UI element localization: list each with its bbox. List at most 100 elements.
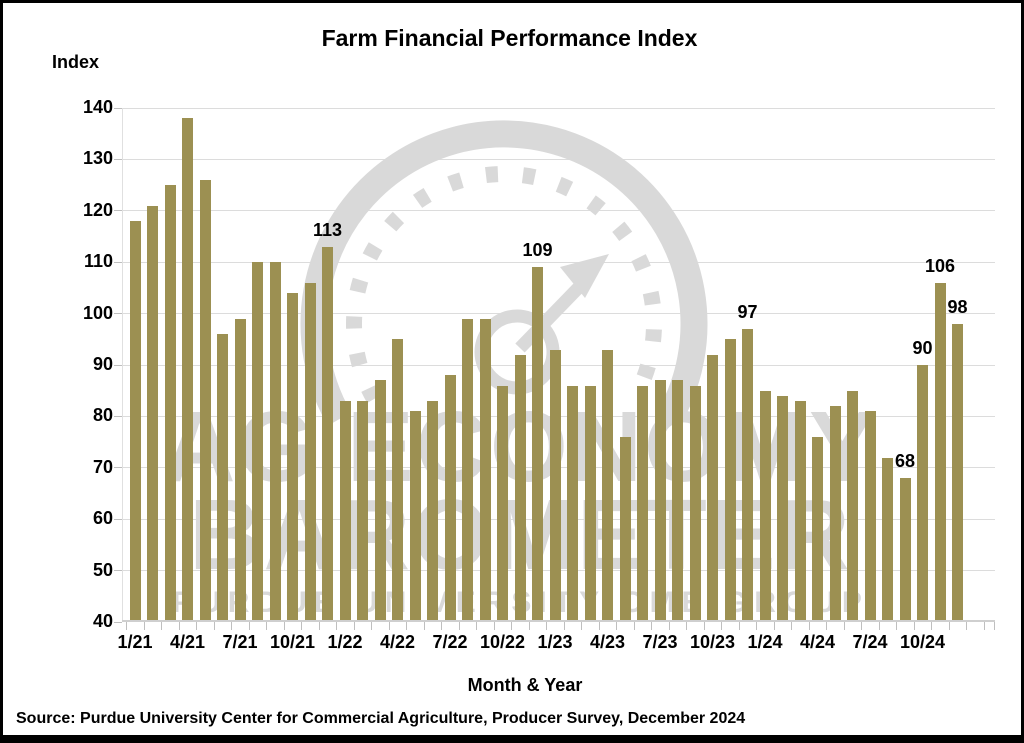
x-tick-label: 1/23 [537,632,573,652]
bar-2/22 [357,400,368,622]
gridline [122,158,995,160]
bar-3/21 [164,185,176,622]
bar-value-label-11/24: 106 [924,255,956,276]
bar-12/21 [322,246,333,622]
x-axis-tick [581,622,582,630]
x-axis-tick [994,622,995,630]
x-tick-label: 10/23 [689,632,736,652]
x-axis-tick [651,622,652,630]
y-tick-label: 70 [92,456,113,477]
x-axis-tick [843,622,845,630]
source-note: Source: Purdue University Center for Com… [16,710,746,727]
bar-10/23 [707,354,718,622]
chart-title: Farm Financial Performance Index [321,25,698,51]
bar-12/22 [532,267,543,622]
x-tick-label: 10/24 [899,632,946,652]
x-axis-tick [441,622,442,630]
x-axis-tick [966,622,967,630]
y-tick-label: 130 [82,148,113,169]
x-axis-tick [756,622,757,630]
x-axis-line [122,620,995,622]
gridline [122,210,995,212]
x-tick-label: 7/21 [222,632,258,652]
x-axis-tick [388,622,390,630]
plot-area: AG ECONOMY BAROMETER PURDUE UNIVERSITY C… [114,107,995,630]
bar-6/23 [637,385,648,622]
x-axis-tick [423,622,425,630]
bar-9/22 [479,318,491,622]
y-axis-tick [114,158,122,160]
x-axis-tick [511,622,512,630]
bar-4/24 [812,436,823,622]
bar-3/24 [794,400,806,622]
y-tick-label: 110 [83,251,113,272]
x-axis-tick [861,622,862,630]
y-tick-label: 80 [92,405,113,426]
y-tick-label: 40 [92,611,113,631]
x-axis-tick [528,622,530,630]
bar-2/24 [777,395,788,622]
bar-11/23 [724,339,736,622]
x-axis-tick [931,622,932,630]
bar-6/21 [217,334,228,622]
y-tick-label: 140 [82,97,113,117]
y-axis-tick [114,364,122,366]
x-axis-tick [826,622,827,630]
y-axis-tick [114,467,122,469]
bar-value-label-12/24: 98 [947,296,968,317]
x-axis-tick [231,622,232,630]
bar-2/23 [567,385,578,622]
x-tick-label: 10/22 [479,632,526,652]
bar-value-label-12/21: 113 [312,219,343,240]
bar-5/22 [409,411,421,622]
x-axis-tick [808,622,810,630]
bar-7/24 [864,411,876,622]
x-axis-tick [668,622,670,630]
x-axis-tick [546,622,547,630]
bar-11/21 [304,282,316,622]
y-axis-tick [114,415,122,417]
y-axis-tick [114,210,122,212]
y-tick-label: 60 [92,508,113,529]
bar-4/21 [182,118,193,622]
bar-2/21 [147,205,158,622]
bar-value-label-12/23: 97 [737,302,758,323]
x-tick-label: 1/24 [747,632,783,652]
x-axis-tick [913,622,915,630]
bar-1/23 [549,349,561,622]
x-axis-title: Month & Year [467,675,583,695]
x-axis-tick [406,622,407,630]
x-tick-label: 4/22 [379,632,416,652]
x-axis-tick [336,622,337,630]
x-axis-tick [738,622,740,630]
x-axis-tick [686,622,687,630]
y-axis-tick [114,107,122,109]
y-axis-title: Index [52,52,100,72]
bar-12/23 [742,329,753,622]
bar-3/23 [584,385,596,622]
x-tick-label: 4/23 [589,632,626,652]
bar-6/24 [847,390,858,622]
x-tick-label: 10/21 [269,632,316,652]
x-axis-tick [178,622,180,630]
x-axis-tick [896,622,897,630]
y-axis-tick [114,313,122,315]
x-tick-label: 4/21 [169,632,206,652]
bar-12/24 [952,323,963,622]
y-axis-line [122,108,123,622]
x-tick-label: 7/24 [852,632,888,652]
bar-1/21 [129,221,141,622]
y-axis-tick [114,570,122,572]
bar-3/22 [374,380,386,622]
bar-5/23 [619,436,631,622]
y-tick-label: 50 [92,559,113,580]
bar-5/24 [829,406,841,622]
x-axis-tick [266,622,267,630]
x-axis-tick [493,622,495,630]
x-tick-label: 7/22 [432,632,468,652]
bar-8/24 [882,457,893,622]
bar-10/22 [497,385,508,622]
x-axis-tick [598,622,600,630]
x-axis-tick [126,622,127,630]
bar-8/23 [672,380,683,622]
